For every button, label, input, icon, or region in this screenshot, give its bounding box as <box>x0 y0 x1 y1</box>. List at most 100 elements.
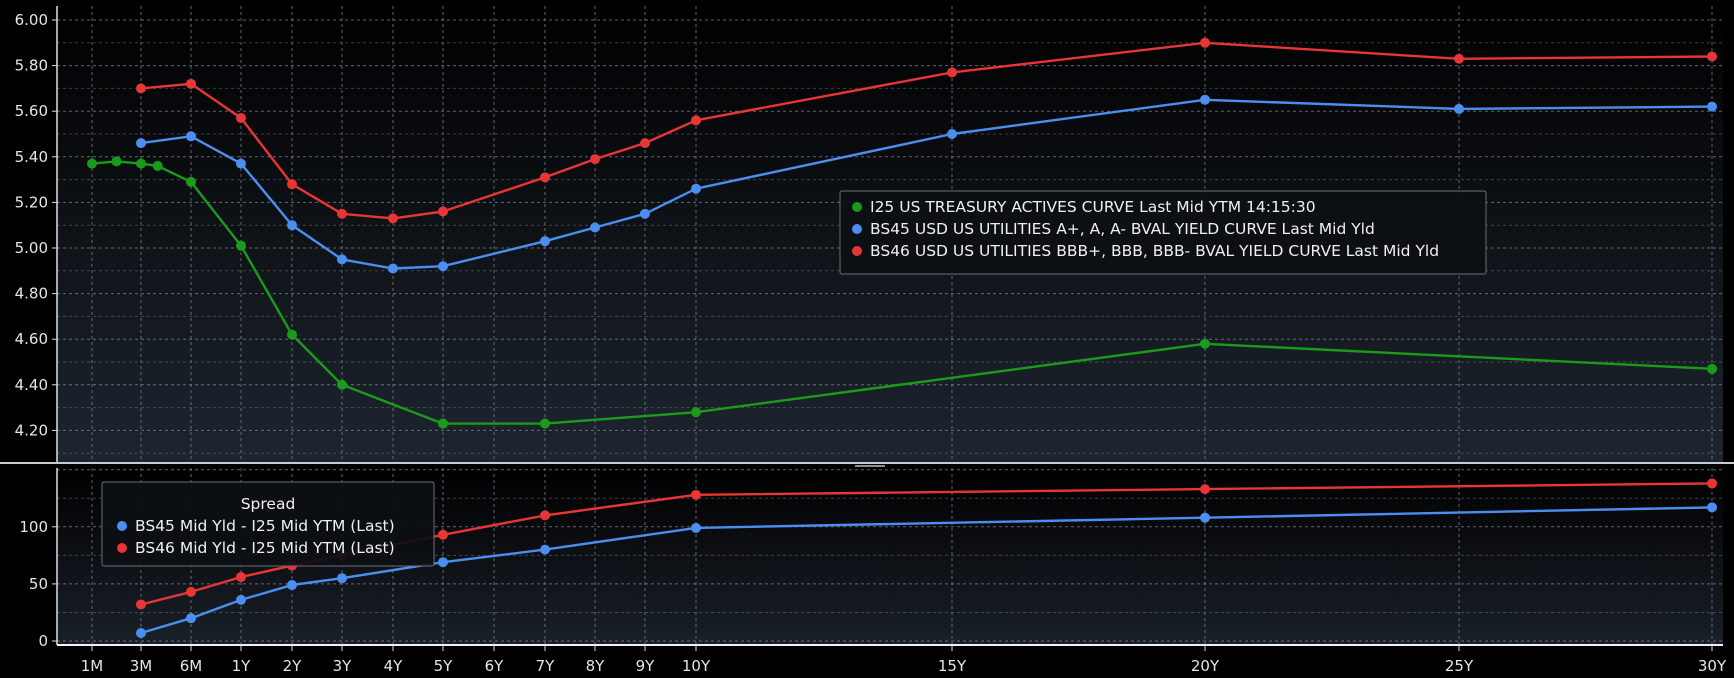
top-data-point <box>691 115 701 126</box>
y-tick-label-bottom: 100 <box>19 518 48 536</box>
top-data-point <box>1707 101 1717 112</box>
x-tick-label: 4Y <box>384 657 404 675</box>
top-legend-label: BS45 USD US UTILITIES A+, A, A- BVAL YIE… <box>870 220 1375 238</box>
top-data-point <box>337 254 347 265</box>
bottom-data-point <box>186 613 196 624</box>
top-data-point <box>947 67 957 78</box>
x-tick-label: 1Y <box>232 657 252 675</box>
top-data-point <box>947 129 957 139</box>
top-data-point <box>236 158 246 169</box>
bottom-data-point <box>337 573 347 584</box>
y-tick-label-top: 5.40 <box>15 148 48 166</box>
top-data-point <box>1707 363 1717 374</box>
y-tick-label-top: 4.80 <box>15 285 48 303</box>
x-tick-label: 2Y <box>283 657 303 675</box>
top-legend-label: BS46 USD US UTILITIES BBB+, BBB, BBB- BV… <box>870 242 1439 260</box>
bottom-legend-title: Spread <box>241 495 296 513</box>
x-tick-label: 25Y <box>1445 657 1474 675</box>
top-data-point <box>388 263 398 274</box>
top-data-point <box>186 176 196 187</box>
legend-marker-icon <box>852 202 862 212</box>
y-tick-label-bottom: 50 <box>29 575 48 593</box>
bottom-data-point <box>540 544 550 555</box>
legend-marker-icon <box>117 521 127 531</box>
bottom-series-line-0 <box>140 506 1713 635</box>
bottom-legend-box <box>101 481 435 567</box>
top-data-point <box>640 138 650 149</box>
top-data-point <box>111 156 122 167</box>
y-tick-label-top: 4.40 <box>15 376 48 394</box>
bottom-legend-label: BS46 Mid Yld - I25 Mid YTM (Last) <box>135 539 395 557</box>
x-tick-label: 10Y <box>682 657 711 675</box>
top-data-point <box>1200 338 1210 349</box>
top-data-point <box>438 206 448 217</box>
y-tick-label-top: 5.80 <box>15 57 48 75</box>
top-data-point <box>1200 94 1210 105</box>
top-data-point <box>136 158 146 169</box>
top-legend-label: I25 US TREASURY ACTIVES CURVE Last Mid Y… <box>870 198 1316 216</box>
bottom-data-point <box>438 557 448 568</box>
legend-marker-icon <box>117 543 127 553</box>
y-tick-label-top: 5.20 <box>15 193 48 211</box>
bottom-data-point <box>691 522 701 533</box>
top-data-point <box>287 329 297 340</box>
top-data-point <box>287 179 297 190</box>
bottom-data-point <box>438 529 448 540</box>
x-tick-label: 8Y <box>586 657 606 675</box>
bottom-data-point <box>186 586 196 597</box>
bottom-data-point <box>691 489 701 500</box>
bottom-data-point <box>136 628 146 639</box>
x-tick-label: 6Y <box>485 657 505 675</box>
bottom-data-point <box>1707 478 1717 489</box>
top-data-point <box>152 160 163 171</box>
top-data-point <box>540 236 550 247</box>
top-data-point <box>1454 103 1464 114</box>
top-data-point <box>640 208 650 219</box>
top-data-point <box>87 158 97 169</box>
top-data-point <box>136 138 146 149</box>
x-tick-label: 9Y <box>636 657 656 675</box>
y-tick-label-top: 4.20 <box>15 421 48 439</box>
top-data-point <box>590 154 600 165</box>
x-tick-label: 3M <box>130 657 153 675</box>
x-tick-label: 30Y <box>1698 657 1727 675</box>
top-data-point <box>691 183 701 194</box>
top-data-point <box>691 407 701 418</box>
top-data-point <box>590 222 600 233</box>
legend-marker-icon <box>852 246 862 256</box>
x-tick-label: 3Y <box>333 657 353 675</box>
top-data-point <box>236 240 246 251</box>
top-data-point <box>287 220 297 231</box>
top-data-point <box>186 131 196 142</box>
top-data-point <box>1454 53 1464 64</box>
x-tick-label: 7Y <box>536 657 556 675</box>
top-legend-box <box>839 190 1487 275</box>
top-data-point <box>136 83 146 94</box>
top-data-point <box>337 208 347 219</box>
y-tick-label-bottom: 0 <box>38 632 48 650</box>
x-tick-label: 5Y <box>434 657 454 675</box>
bottom-legend-label: BS45 Mid Yld - I25 Mid YTM (Last) <box>135 517 395 535</box>
top-data-point <box>540 418 550 429</box>
bottom-data-point <box>136 599 146 610</box>
x-tick-label: 15Y <box>938 657 967 675</box>
top-data-point <box>540 172 550 183</box>
top-data-point <box>388 213 398 224</box>
y-tick-label-top: 5.60 <box>15 102 48 120</box>
x-tick-label: 1M <box>81 657 104 675</box>
y-tick-label-top: 5.00 <box>15 239 48 257</box>
top-data-point <box>438 261 448 272</box>
bottom-data-point <box>236 572 246 583</box>
x-tick-label: 20Y <box>1191 657 1220 675</box>
top-data-point <box>236 113 246 124</box>
bottom-data-point <box>540 510 550 521</box>
bottom-data-point <box>1200 512 1210 523</box>
top-data-point <box>1200 37 1210 48</box>
bottom-data-point <box>236 594 246 605</box>
bottom-data-point <box>287 580 297 591</box>
top-data-point <box>438 418 448 429</box>
y-tick-label-top: 4.60 <box>15 330 48 348</box>
y-tick-label-top: 6.00 <box>15 11 48 29</box>
